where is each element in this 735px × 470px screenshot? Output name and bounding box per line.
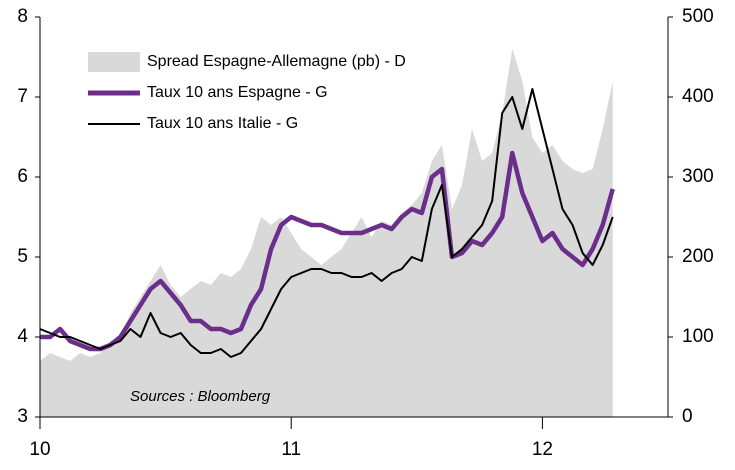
y2-tick-label: 500: [682, 6, 714, 27]
y-tick-label: 7: [17, 86, 28, 107]
y-tick-label: 8: [17, 6, 28, 27]
y-tick-label: 3: [17, 406, 28, 427]
x-tick-label: 10: [29, 439, 50, 460]
legend-label: Taux 10 ans Italie - G: [147, 115, 298, 132]
spread-area: [40, 49, 613, 417]
legend-label: Spread Espagne-Allemagne (pb) - D: [147, 53, 406, 70]
x-tick-label: 12: [532, 439, 553, 460]
y-tick-label: 4: [17, 326, 28, 347]
legend-label: Taux 10 ans Espagne - G: [147, 84, 328, 101]
legend-swatch: [88, 52, 140, 72]
source-note: Sources : Bloomberg: [130, 388, 271, 405]
y-tick-label: 5: [17, 246, 28, 267]
y2-tick-label: 0: [682, 406, 693, 427]
y2-tick-label: 300: [682, 166, 714, 187]
y2-tick-label: 200: [682, 246, 714, 267]
y2-tick-label: 100: [682, 326, 714, 347]
x-tick-label: 11: [281, 439, 301, 460]
rate-line: [40, 150, 615, 352]
y-tick-label: 6: [17, 166, 28, 187]
rate-line: [39, 88, 614, 358]
y2-tick-label: 400: [682, 86, 714, 107]
